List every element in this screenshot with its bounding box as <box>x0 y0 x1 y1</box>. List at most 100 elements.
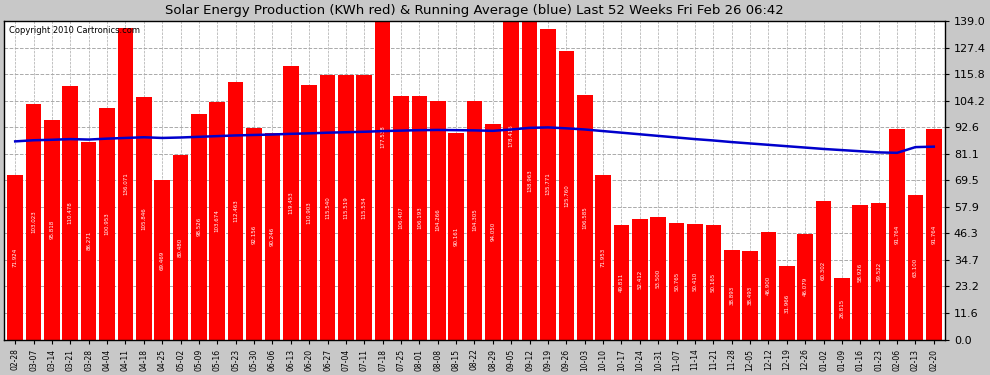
Bar <box>558 51 574 339</box>
Text: 110.478: 110.478 <box>67 202 73 224</box>
Bar <box>541 28 555 339</box>
Text: 92.156: 92.156 <box>251 224 256 244</box>
Bar <box>926 129 941 339</box>
Bar <box>356 75 372 339</box>
Bar <box>632 219 647 339</box>
Bar <box>779 266 795 339</box>
Bar <box>81 142 96 339</box>
Bar <box>7 175 23 339</box>
Bar <box>835 278 849 339</box>
Text: 49.811: 49.811 <box>619 273 624 292</box>
Bar <box>247 128 261 339</box>
Text: Copyright 2010 Cartronics.com: Copyright 2010 Cartronics.com <box>9 26 140 35</box>
Text: 50.165: 50.165 <box>711 273 716 292</box>
Text: 86.271: 86.271 <box>86 231 91 251</box>
Text: 115.540: 115.540 <box>325 196 330 219</box>
Bar <box>45 120 59 339</box>
Text: 95.818: 95.818 <box>50 220 54 239</box>
Text: 59.522: 59.522 <box>876 262 881 281</box>
Bar <box>448 133 464 339</box>
Text: 138.963: 138.963 <box>527 169 532 192</box>
Bar <box>320 75 336 339</box>
Bar <box>301 86 317 339</box>
Bar <box>908 195 924 339</box>
Bar <box>118 28 134 339</box>
Text: 178.416: 178.416 <box>509 124 514 147</box>
Bar <box>228 82 244 339</box>
Bar <box>283 66 299 339</box>
Text: 119.453: 119.453 <box>288 191 293 214</box>
Text: 90.161: 90.161 <box>453 226 458 246</box>
Bar <box>706 225 721 339</box>
Bar <box>816 201 832 339</box>
Bar <box>595 175 611 339</box>
Bar <box>504 0 519 339</box>
Text: 38.493: 38.493 <box>747 286 752 305</box>
Text: 106.585: 106.585 <box>582 206 587 229</box>
Text: 104.305: 104.305 <box>472 209 477 231</box>
Text: 115.519: 115.519 <box>344 196 348 219</box>
Text: 112.463: 112.463 <box>234 200 239 222</box>
Text: 103.023: 103.023 <box>31 210 36 233</box>
Bar <box>375 0 390 339</box>
Text: 100.953: 100.953 <box>105 213 110 235</box>
Text: 90.246: 90.246 <box>270 226 275 246</box>
Bar <box>889 129 905 339</box>
Text: 46.900: 46.900 <box>766 276 771 296</box>
Bar <box>136 97 151 339</box>
Bar <box>99 108 115 339</box>
Text: 71.924: 71.924 <box>13 248 18 267</box>
Text: 53.500: 53.500 <box>655 268 660 288</box>
Bar <box>760 232 776 339</box>
Bar <box>669 223 684 339</box>
Bar <box>338 75 353 339</box>
Text: 46.079: 46.079 <box>803 277 808 296</box>
Text: 106.193: 106.193 <box>417 207 422 229</box>
Bar <box>724 251 740 339</box>
Text: 52.412: 52.412 <box>638 270 643 289</box>
Text: 104.266: 104.266 <box>436 209 441 231</box>
Title: Solar Energy Production (KWh red) & Running Average (blue) Last 52 Weeks Fri Feb: Solar Energy Production (KWh red) & Runn… <box>165 4 784 17</box>
Bar <box>62 87 78 339</box>
Text: 60.302: 60.302 <box>821 261 826 280</box>
Text: 94.050: 94.050 <box>490 222 495 242</box>
Bar <box>522 21 538 339</box>
Bar <box>172 155 188 339</box>
Text: 177.538: 177.538 <box>380 125 385 148</box>
Bar <box>26 104 42 339</box>
Text: 98.526: 98.526 <box>196 217 201 236</box>
Text: 31.966: 31.966 <box>784 293 789 313</box>
Text: 71.953: 71.953 <box>601 248 606 267</box>
Bar <box>466 100 482 339</box>
Bar <box>412 96 427 339</box>
Bar <box>871 203 886 339</box>
Text: 26.815: 26.815 <box>840 299 844 318</box>
Text: 106.407: 106.407 <box>399 206 404 229</box>
Bar <box>154 180 170 339</box>
Text: 91.764: 91.764 <box>932 225 937 244</box>
Text: 103.674: 103.674 <box>215 209 220 232</box>
Text: 63.100: 63.100 <box>913 258 918 277</box>
Bar <box>650 217 666 339</box>
Bar <box>742 251 758 339</box>
Bar <box>614 225 630 339</box>
Text: 91.764: 91.764 <box>895 225 900 244</box>
Bar <box>430 100 446 339</box>
Bar <box>797 234 813 339</box>
Text: 80.480: 80.480 <box>178 238 183 257</box>
Text: 50.765: 50.765 <box>674 272 679 291</box>
Bar <box>264 133 280 339</box>
Text: 110.903: 110.903 <box>307 201 312 224</box>
Bar <box>210 102 225 339</box>
Bar <box>687 224 703 339</box>
Text: 38.893: 38.893 <box>730 285 735 304</box>
Bar <box>485 124 501 339</box>
Text: 115.534: 115.534 <box>361 196 366 219</box>
Text: 135.771: 135.771 <box>545 172 550 195</box>
Text: 58.926: 58.926 <box>857 262 863 282</box>
Text: 105.846: 105.846 <box>142 207 147 230</box>
Text: 125.760: 125.760 <box>564 184 569 207</box>
Bar <box>393 96 409 339</box>
Text: 69.469: 69.469 <box>159 251 164 270</box>
Text: 50.410: 50.410 <box>692 272 697 291</box>
